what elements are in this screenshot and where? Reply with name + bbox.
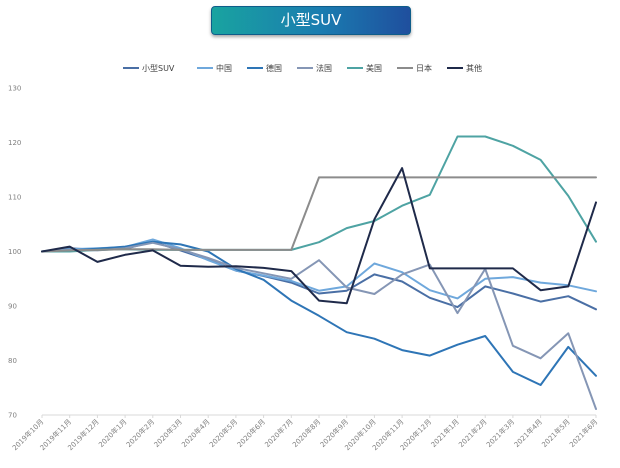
x-tick-label: 2020年8月 [290,417,322,449]
x-tick-label: 2020年5月 [207,417,239,449]
y-tick-label: 120 [8,139,21,147]
y-tick-label: 110 [8,194,21,202]
series-line-日本 [41,176,597,253]
x-tick-label: 2020年6月 [235,417,267,449]
x-tick-label: 2020年4月 [180,417,212,449]
series-line-美国 [41,135,597,253]
legend: 小型SUV 中国 德国 法国 美国 日本 其他 [123,63,482,73]
series-line-德国 [41,240,597,386]
legend-label: 日本 [416,63,432,73]
x-axis: 2019年10月2019年11月2019年12月2020年1月2020年2月20… [10,415,599,452]
legend-label: 其他 [466,63,482,73]
legend-label: 美国 [366,63,382,73]
y-tick-label: 90 [8,303,17,311]
legend-label: 中国 [216,63,232,73]
x-tick-label: 2020年7月 [263,417,295,449]
y-axis: 70 80 90 100 110 120 130 [8,85,21,420]
legend-label: 德国 [266,63,282,73]
series-lines [41,135,597,410]
legend-label: 小型SUV [142,64,175,73]
y-tick-label: 130 [8,85,21,93]
x-tick-label: 2021年4月 [512,417,544,449]
x-tick-label: 2021年5月 [540,417,572,449]
x-tick-label: 2021年1月 [429,417,461,449]
series-line-其他 [41,167,597,305]
x-tick-label: 2021年2月 [457,417,489,449]
legend-label: 法国 [316,63,332,73]
x-tick-label: 2020年1月 [96,417,128,449]
x-tick-label: 2021年6月 [567,417,599,449]
y-tick-label: 100 [8,248,21,256]
x-tick-label: 2020年3月 [152,417,184,449]
y-tick-label: 80 [8,357,17,365]
chart-title: 小型SUV [211,6,411,35]
x-tick-label: 2021年3月 [484,417,516,449]
series-line-法国 [41,241,597,410]
y-tick-label: 70 [8,412,17,420]
x-tick-label: 2020年2月 [124,417,156,449]
